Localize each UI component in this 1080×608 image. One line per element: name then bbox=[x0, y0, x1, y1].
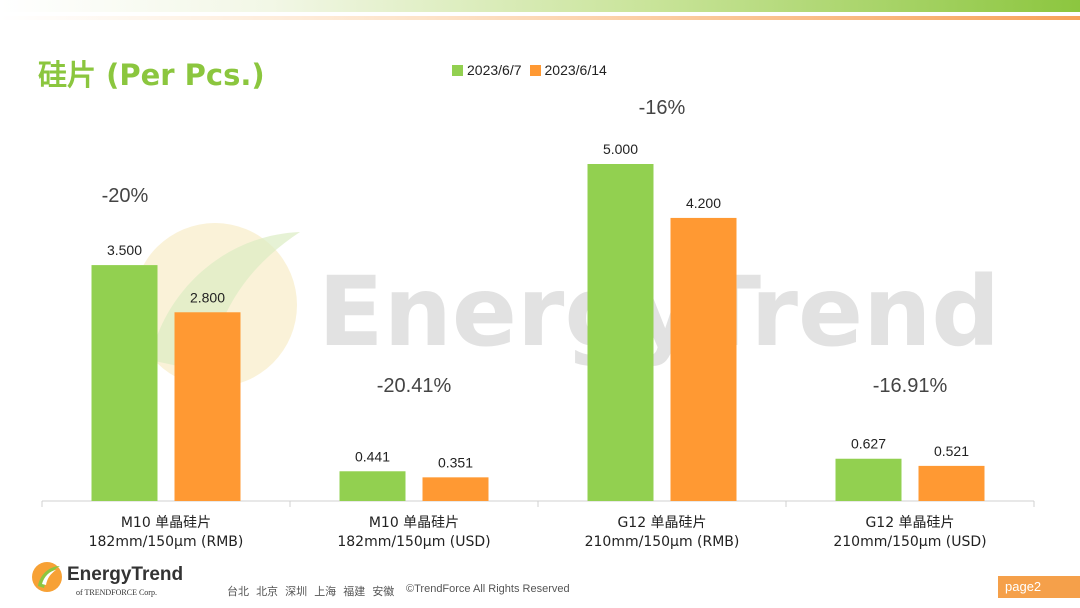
change-annotation: -20% bbox=[102, 185, 149, 207]
legend-label-series-1: 2023/6/7 bbox=[467, 62, 522, 78]
data-label: 0.441 bbox=[355, 448, 390, 464]
bar-green bbox=[835, 458, 902, 501]
category-sublabel: 210mm/150μm (USD) bbox=[833, 534, 986, 550]
category-sublabel: 182mm/150μm (USD) bbox=[337, 534, 490, 550]
legend-label-series-2: 2023/6/14 bbox=[544, 62, 607, 78]
energytrend-logo bbox=[30, 560, 64, 598]
category-label: M10 单晶硅片 bbox=[121, 515, 211, 531]
bar-green bbox=[339, 471, 406, 501]
page-title: 硅片 (Per Pcs.) bbox=[38, 58, 265, 92]
data-label: 4.200 bbox=[686, 195, 721, 211]
city-label: 上海 bbox=[314, 586, 337, 598]
city-label: 深圳 bbox=[285, 586, 308, 598]
bar-orange bbox=[422, 477, 489, 501]
bar-orange bbox=[918, 465, 985, 501]
category-sublabel: 182mm/150μm (RMB) bbox=[89, 534, 244, 550]
watermark-text: EnergyTrend bbox=[318, 256, 1000, 368]
data-label: 0.351 bbox=[438, 454, 473, 470]
copyright-text: ©TrendForce All Rights Reserved bbox=[406, 583, 570, 595]
legend-item-series-1: 2023/6/7 bbox=[452, 62, 522, 78]
change-annotation: -16% bbox=[639, 97, 686, 119]
legend-swatch-orange bbox=[529, 64, 541, 76]
bar-orange bbox=[174, 312, 241, 501]
bar-green bbox=[91, 265, 158, 501]
office-cities: 台北 北京 深圳 上海 福建 安徽 bbox=[227, 583, 398, 599]
data-label: 0.521 bbox=[934, 443, 969, 459]
data-label: 2.800 bbox=[190, 289, 225, 305]
page-number: page2 bbox=[998, 576, 1080, 598]
brand-name: EnergyTrend bbox=[67, 564, 184, 585]
city-label: 福建 bbox=[343, 586, 366, 598]
legend-swatch-green bbox=[452, 64, 463, 76]
bar-orange bbox=[670, 217, 737, 502]
change-annotation: -20.41% bbox=[377, 375, 452, 397]
data-label: 3.500 bbox=[107, 242, 142, 258]
city-label: 安徽 bbox=[372, 586, 395, 598]
data-label: 0.627 bbox=[851, 436, 886, 452]
city-label: 北京 bbox=[256, 586, 279, 598]
legend-item-series-2: 2023/6/14 bbox=[529, 62, 607, 78]
top-gradient-bar bbox=[0, 0, 1080, 12]
category-label: G12 单晶硅片 bbox=[865, 515, 954, 531]
brand-subtitle: of TRENDFORCE Corp. bbox=[76, 588, 157, 597]
change-annotation: -16.91% bbox=[873, 375, 948, 397]
bar-green bbox=[587, 164, 654, 501]
category-sublabel: 210mm/150μm (RMB) bbox=[585, 534, 740, 550]
city-label: 台北 bbox=[227, 586, 249, 598]
category-label: M10 单晶硅片 bbox=[369, 515, 459, 531]
data-label: 5.000 bbox=[603, 141, 638, 157]
logo-swoosh-icon bbox=[32, 562, 62, 592]
chart-legend: 2023/6/7 2023/6/14 bbox=[452, 62, 615, 78]
category-label: G12 单晶硅片 bbox=[617, 515, 706, 531]
top-accent-line bbox=[0, 16, 1080, 20]
